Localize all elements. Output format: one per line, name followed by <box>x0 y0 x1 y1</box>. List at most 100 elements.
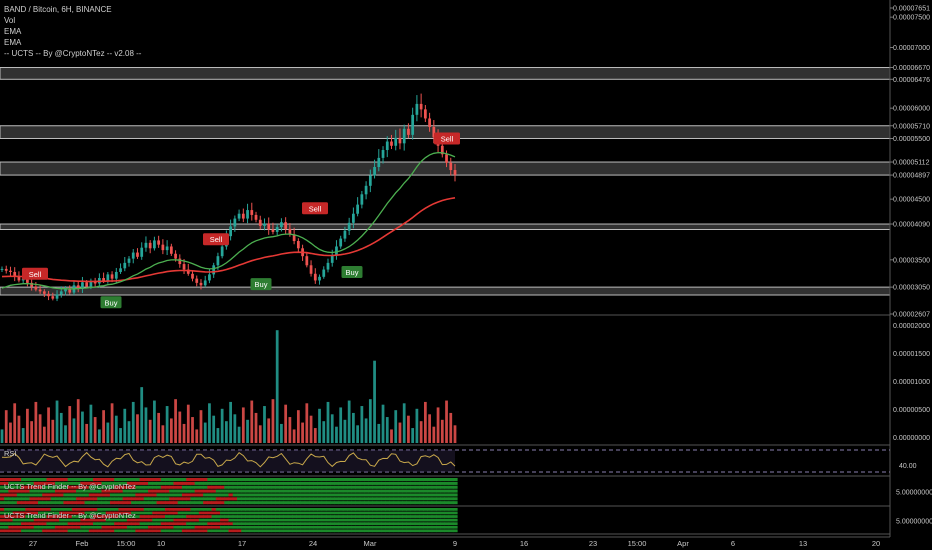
trend-cell <box>351 518 357 522</box>
trend-cell <box>220 493 225 497</box>
trend-cell <box>143 493 149 497</box>
trend-cell <box>126 481 132 485</box>
time-axis[interactable]: 27 Feb 15:00 10 17 24 Mar 9 16 23 15:00 Apr 6 13 20 <box>29 539 880 548</box>
trend-cell <box>0 501 5 505</box>
trend-cell <box>0 508 5 511</box>
trend-cell <box>63 497 69 501</box>
trend-cell <box>67 497 73 501</box>
trend-cell <box>258 522 263 526</box>
trend-cell <box>444 493 450 497</box>
trend-cell <box>279 497 285 501</box>
trend-cell <box>131 485 136 489</box>
trend-cell <box>177 478 183 482</box>
trend-cell <box>215 508 221 511</box>
trend-cell <box>16 525 22 529</box>
trend-cell <box>283 508 289 511</box>
trend-cell <box>118 501 124 505</box>
volume-bar <box>191 417 194 443</box>
trend-cell <box>21 515 26 518</box>
candle-body <box>347 222 351 231</box>
trend-cell <box>363 515 369 518</box>
trend-cell <box>275 508 280 511</box>
trend-cell <box>207 515 213 518</box>
trend-cell <box>50 518 56 522</box>
trend-cell <box>25 515 31 518</box>
trend-cell <box>376 511 382 515</box>
trend-cell <box>25 497 31 501</box>
symbol-title[interactable]: BAND / Bitcoin, 6H, BINANCE <box>4 5 112 14</box>
trend-cell <box>148 485 153 489</box>
trend-cell <box>296 501 301 505</box>
trend-cell <box>363 497 369 501</box>
trend-cell <box>351 508 357 511</box>
trend-cell <box>88 489 94 493</box>
trend-cell <box>368 481 373 485</box>
price-tick-label: 0.00005710 <box>893 123 930 130</box>
trend-cell <box>308 525 314 529</box>
trend-cell <box>8 478 14 482</box>
trend-cell <box>46 511 52 515</box>
trend-cell <box>414 481 420 485</box>
trend-cell <box>126 485 132 489</box>
trend-cell <box>126 493 132 497</box>
trend-cell <box>215 489 221 493</box>
trend-cell <box>59 511 64 515</box>
trend-finder-label[interactable]: UCTS Trend Finder -- By @CryptoNTez <box>4 482 136 491</box>
price-axis[interactable]: 0.000076510.000075000.000070000.00006670… <box>890 6 932 526</box>
trend-cell <box>275 501 280 505</box>
trend-cell <box>139 511 145 515</box>
trend-cell <box>300 525 306 529</box>
trend-cell <box>97 481 102 485</box>
trend-cell <box>363 522 369 526</box>
trend-cell <box>105 478 111 482</box>
trend-cell <box>46 525 52 529</box>
trend-cell <box>88 478 94 482</box>
trend-cell <box>347 481 352 485</box>
trend-cell <box>71 501 77 505</box>
trend-finder-label[interactable]: UCTS Trend Finder -- By @CryptoNTez <box>4 511 136 520</box>
trend-cell <box>160 501 166 505</box>
trend-cell <box>190 485 196 489</box>
trend-cell <box>262 489 268 493</box>
trend-cell <box>114 478 119 482</box>
trend-cell <box>21 478 26 482</box>
trend-cell <box>131 511 136 515</box>
trend-cell <box>139 529 145 533</box>
trend-cell <box>414 508 420 511</box>
trend-cell <box>8 501 14 505</box>
trend-cell <box>330 511 335 515</box>
trend-cell <box>8 489 14 493</box>
trend-cell <box>236 508 242 511</box>
trend-cell <box>253 481 259 485</box>
trend-cell <box>228 518 234 522</box>
trend-cell <box>181 501 187 505</box>
trend-cell <box>427 485 433 489</box>
trend-cell <box>54 525 60 529</box>
trend-cell <box>54 518 60 522</box>
ema-indicator-label[interactable]: EMA <box>4 27 22 36</box>
ucts-indicator-label[interactable]: -- UCTS -- By @CryptoNTez -- v2.08 -- <box>4 49 142 58</box>
trend-cell <box>448 478 454 482</box>
candle-body <box>352 213 355 223</box>
trend-cell <box>224 478 229 482</box>
trend-cell <box>16 481 22 485</box>
trend-cell <box>435 529 441 533</box>
vol-indicator-label[interactable]: Vol <box>4 16 16 25</box>
trend-cell <box>181 511 187 515</box>
trend-cell <box>135 525 141 529</box>
trend-cell <box>410 515 416 518</box>
trend-cell <box>296 511 301 515</box>
ema-indicator-label[interactable]: EMA <box>4 38 22 47</box>
trend-cell <box>126 501 132 505</box>
trend-cell <box>215 485 221 489</box>
trend-cell <box>101 522 107 526</box>
trend-cell <box>186 522 191 526</box>
trend-cell <box>368 525 373 529</box>
rsi-label[interactable]: RSI <box>4 449 17 458</box>
trend-cell <box>42 522 47 526</box>
volume-bar <box>17 415 21 443</box>
volume-bar <box>64 425 67 443</box>
trend-cell <box>220 518 225 522</box>
trend-cell <box>325 478 331 482</box>
